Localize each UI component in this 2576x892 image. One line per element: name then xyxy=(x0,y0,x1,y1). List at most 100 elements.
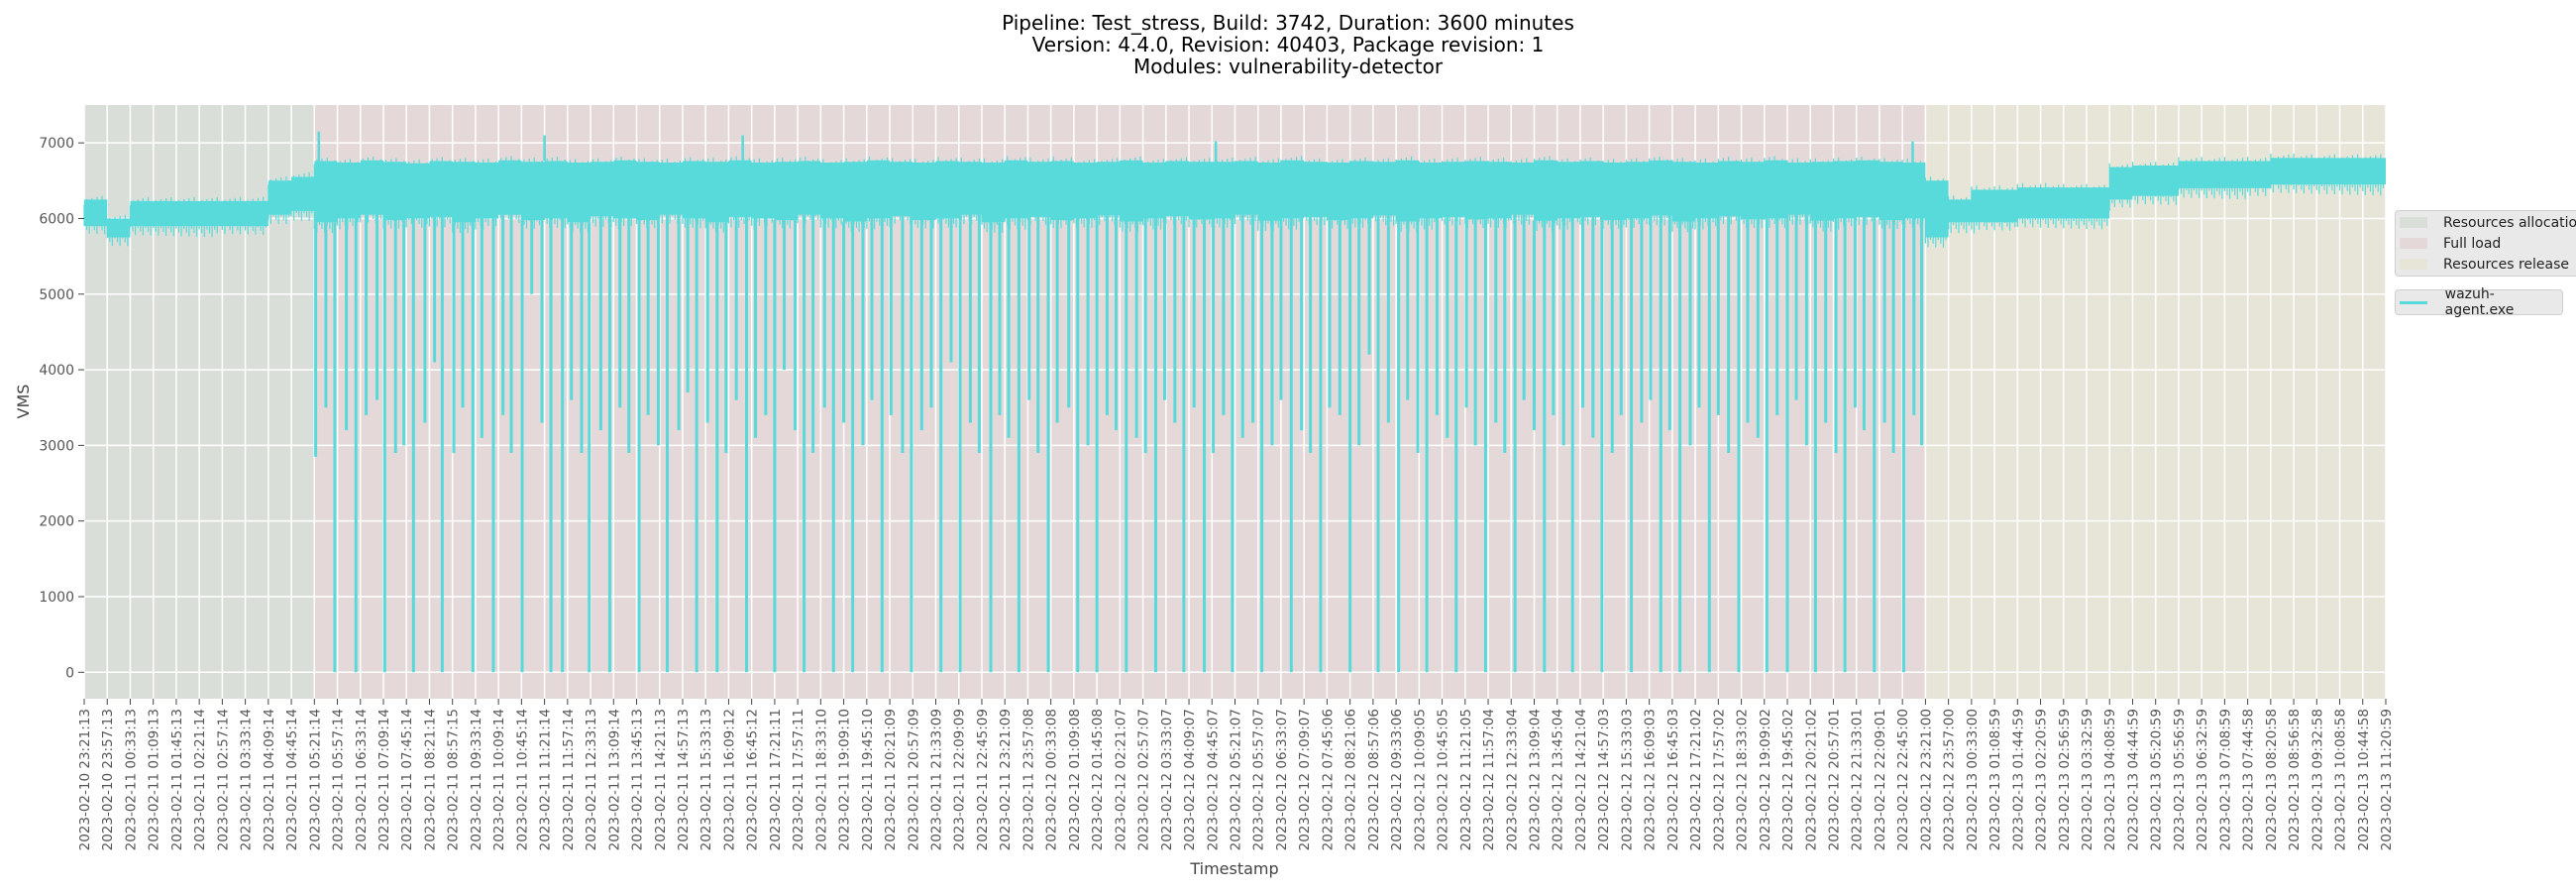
x-tick-label: 2023-02-12 18:33:02 xyxy=(1735,709,1751,850)
x-tick-label: 2023-02-12 01:09:08 xyxy=(1067,709,1083,850)
x-tick-label: 2023-02-12 23:21:00 xyxy=(1918,709,1934,850)
x-tick-label: 2023-02-11 18:33:10 xyxy=(813,709,829,850)
x-tick-label: 2023-02-11 10:09:14 xyxy=(491,709,507,850)
x-tick-label: 2023-02-13 00:33:00 xyxy=(1965,709,1981,850)
series-legend: wazuh-agent.exe xyxy=(2395,286,2563,318)
x-tick-label: 2023-02-13 05:20:59 xyxy=(2149,709,2165,850)
x-tick-label: 2023-02-13 04:44:59 xyxy=(2125,709,2141,850)
y-tick-label: 3000 xyxy=(39,438,74,454)
x-tick-label: 2023-02-11 14:21:13 xyxy=(653,709,669,850)
x-tick-label: 2023-02-10 23:57:13 xyxy=(100,709,116,850)
x-tick-label: 2023-02-11 16:09:12 xyxy=(721,709,737,850)
x-tick-label: 2023-02-11 12:33:13 xyxy=(584,709,599,850)
x-tick-label: 2023-02-12 08:21:06 xyxy=(1343,709,1359,850)
x-tick-label: 2023-02-12 12:33:04 xyxy=(1504,709,1520,850)
chart-title-line-3: Modules: vulnerability-detector xyxy=(1132,55,1444,78)
legend-swatch-release xyxy=(2400,259,2427,270)
legend-item-allocation: Resources allocation xyxy=(2396,212,2576,233)
y-tick-label: 0 xyxy=(65,665,74,681)
x-tick-label: 2023-02-12 05:57:07 xyxy=(1251,709,1267,850)
legend-item-release: Resources release xyxy=(2396,254,2576,275)
legend-label: Resources allocation xyxy=(2443,214,2576,231)
x-tick-label: 2023-02-12 03:33:07 xyxy=(1159,709,1175,850)
x-tick-label: 2023-02-11 14:57:13 xyxy=(676,709,692,850)
x-tick-label: 2023-02-12 10:45:05 xyxy=(1436,709,1451,850)
x-tick-label: 2023-02-13 02:56:59 xyxy=(2057,709,2073,850)
x-tick-label: 2023-02-12 04:09:07 xyxy=(1182,709,1198,850)
y-tick-label: 2000 xyxy=(39,514,74,530)
x-tick-label: 2023-02-11 04:09:14 xyxy=(262,709,277,850)
x-tick-label: 2023-02-13 01:08:59 xyxy=(1987,709,2003,850)
x-tick-label: 2023-02-11 20:57:09 xyxy=(906,709,921,850)
x-tick-label: 2023-02-12 10:09:05 xyxy=(1412,709,1428,850)
x-tick-label: 2023-02-12 09:33:06 xyxy=(1389,709,1405,850)
x-tick-label: 2023-02-13 05:56:59 xyxy=(2172,709,2188,850)
x-tick-label: 2023-02-11 11:57:14 xyxy=(561,709,577,850)
phase-legend: Resources allocation Full load Resources… xyxy=(2395,210,2576,277)
x-tick-label: 2023-02-12 22:09:01 xyxy=(1873,709,1888,850)
chart-title-line-1: Pipeline: Test_stress, Build: 3742, Dura… xyxy=(1002,11,1574,35)
x-tick-label: 2023-02-12 21:33:01 xyxy=(1850,709,1866,850)
x-tick-label: 2023-02-12 04:45:07 xyxy=(1205,709,1221,850)
x-tick-label: 2023-02-12 05:21:07 xyxy=(1229,709,1244,850)
x-tick-label: 2023-02-13 01:44:59 xyxy=(2010,709,2026,850)
x-tick-label: 2023-02-12 13:09:04 xyxy=(1527,709,1543,850)
x-tick-label: 2023-02-11 04:45:14 xyxy=(284,709,300,850)
x-tick-label: 2023-02-13 10:44:58 xyxy=(2356,709,2372,850)
x-tick-label: 2023-02-11 00:33:13 xyxy=(123,709,139,850)
x-tick-label: 2023-02-11 10:45:14 xyxy=(514,709,530,850)
y-tick-label: 1000 xyxy=(39,590,74,606)
x-tick-label: 2023-02-11 22:09:09 xyxy=(952,709,968,850)
x-tick-label: 2023-02-12 23:57:00 xyxy=(1942,709,1958,850)
x-tick-label: 2023-02-11 06:33:14 xyxy=(354,709,370,850)
x-tick-label: 2023-02-12 20:57:01 xyxy=(1826,709,1842,850)
legend-swatch-allocation xyxy=(2400,217,2427,228)
x-tick-label: 2023-02-13 03:32:59 xyxy=(2080,709,2095,850)
x-tick-label: 2023-02-10 23:21:13 xyxy=(77,709,93,850)
x-tick-label: 2023-02-12 06:33:07 xyxy=(1274,709,1290,850)
x-tick-label: 2023-02-11 03:33:14 xyxy=(239,709,255,850)
x-tick-label: 2023-02-12 14:21:04 xyxy=(1573,709,1589,850)
x-tick-label: 2023-02-11 19:45:10 xyxy=(860,709,876,850)
x-tick-label: 2023-02-13 10:08:58 xyxy=(2333,709,2349,850)
x-tick-label: 2023-02-11 05:21:14 xyxy=(307,709,323,850)
y-tick-label: 6000 xyxy=(39,211,74,227)
x-tick-label: 2023-02-12 08:57:06 xyxy=(1366,709,1382,850)
x-tick-label: 2023-02-11 13:09:14 xyxy=(606,709,622,850)
x-tick-label: 2023-02-11 09:33:14 xyxy=(469,709,484,850)
x-tick-label: 2023-02-11 05:57:14 xyxy=(331,709,347,850)
x-tick-label: 2023-02-13 06:32:59 xyxy=(2195,709,2210,850)
chart-title-line-2: Version: 4.4.0, Revision: 40403, Package… xyxy=(1031,33,1545,56)
x-tick-label: 2023-02-12 14:57:03 xyxy=(1596,709,1612,850)
x-tick-label: 2023-02-11 11:21:14 xyxy=(538,709,554,850)
x-tick-label: 2023-02-11 16:45:12 xyxy=(745,709,761,850)
x-tick-label: 2023-02-12 19:45:02 xyxy=(1780,709,1796,850)
legend-label: wazuh-agent.exe xyxy=(2444,286,2515,318)
x-tick-label: 2023-02-11 17:57:11 xyxy=(791,709,806,850)
x-tick-label: 2023-02-11 07:09:14 xyxy=(376,709,392,850)
x-tick-label: 2023-02-11 01:09:13 xyxy=(147,709,162,850)
x-tick-label: 2023-02-12 00:33:08 xyxy=(1044,709,1060,850)
x-tick-label: 2023-02-11 17:21:11 xyxy=(768,709,784,850)
x-tick-label: 2023-02-12 22:45:00 xyxy=(1895,709,1911,850)
x-tick-label: 2023-02-11 15:33:13 xyxy=(698,709,714,850)
x-tick-label: 2023-02-11 08:57:15 xyxy=(446,709,462,850)
y-tick-label: 5000 xyxy=(39,287,74,303)
x-tick-label: 2023-02-11 23:57:08 xyxy=(1020,709,1036,850)
x-tick-label: 2023-02-11 07:45:14 xyxy=(399,709,415,850)
x-tick-label: 2023-02-11 22:45:09 xyxy=(975,709,991,850)
legend-label: Resources release xyxy=(2443,256,2569,273)
x-tick-label: 2023-02-12 02:21:07 xyxy=(1113,709,1128,850)
x-tick-label: 2023-02-11 19:09:10 xyxy=(837,709,853,850)
x-tick-label: 2023-02-13 07:44:58 xyxy=(2241,709,2257,850)
x-tick-label: 2023-02-11 08:21:14 xyxy=(422,709,438,850)
legend-line-swatch xyxy=(2400,300,2427,304)
x-tick-label: 2023-02-12 07:09:07 xyxy=(1297,709,1313,850)
x-tick-label: 2023-02-13 04:08:59 xyxy=(2102,709,2118,850)
x-tick-label: 2023-02-11 02:21:14 xyxy=(192,709,208,850)
x-tick-label: 2023-02-12 07:45:06 xyxy=(1320,709,1336,850)
x-tick-label: 2023-02-12 19:09:02 xyxy=(1758,709,1773,850)
x-tick-label: 2023-02-12 17:21:02 xyxy=(1688,709,1704,850)
x-tick-label: 2023-02-12 01:45:08 xyxy=(1090,709,1106,850)
